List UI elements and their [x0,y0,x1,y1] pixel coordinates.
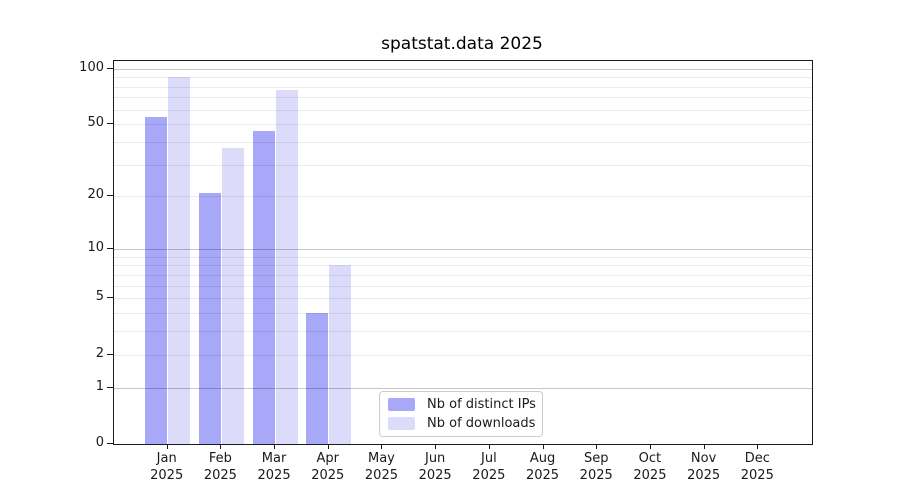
x-tick-label-jan: Jan 2025 [137,450,197,484]
y-tick-mark-2 [107,353,113,355]
x-tick-mark-nov [703,444,705,449]
x-tick-label-nov: Nov 2025 [674,450,734,484]
bar-nb-of-distinct-ips-jan [145,116,168,444]
y-tick-mark-10 [107,248,113,250]
x-tick-label-jun: Jun 2025 [405,450,465,484]
x-tick-label-aug: Aug 2025 [513,450,573,484]
x-tick-label-jul: Jul 2025 [459,450,519,484]
gridline-minor-3 [114,331,812,333]
legend-swatch-downloads-icon [388,417,415,430]
y-tick-label-5: 5 [95,289,104,305]
y-tick-mark-20 [107,195,113,197]
bar-nb-of-distinct-ips-apr [306,313,329,444]
legend-item-distinct-ips: Nb of distinct IPs [388,397,536,412]
bar-nb-of-downloads-mar [275,89,298,444]
gridline-minor-5 [114,298,812,300]
y-tick-label-20: 20 [87,187,104,203]
x-tick-label-apr: Apr 2025 [298,450,358,484]
bar-nb-of-downloads-jan [168,77,191,444]
x-tick-year-apr: 2025 [311,468,345,483]
x-tick-mark-aug [542,444,544,449]
gridline-minor-80 [114,86,812,88]
gridline-minor-4 [114,313,812,315]
legend-label-distinct-ips: Nb of distinct IPs [427,397,536,412]
gridline-minor-2 [114,354,812,356]
x-tick-label-mar: Mar 2025 [244,450,304,484]
gridline-major-1 [114,387,812,389]
x-tick-mark-may [381,444,383,449]
chart-title: spatstat.data 2025 [381,34,543,54]
plot-area [113,60,813,445]
gridline-minor-6 [114,285,812,287]
gridline-minor-20 [114,196,812,198]
bar-nb-of-downloads-feb [221,148,244,444]
y-tick-mark-0 [107,443,113,444]
x-tick-mark-jun [435,444,437,449]
gridline-major-10 [114,249,812,251]
x-tick-year-jun: 2025 [418,468,452,483]
legend-item-downloads: Nb of downloads [388,416,536,431]
x-tick-year-sep: 2025 [579,468,613,483]
x-tick-year-mar: 2025 [257,468,291,483]
gridline-minor-8 [114,265,812,267]
gridline-minor-9 [114,256,812,258]
x-tick-year-feb: 2025 [203,468,237,483]
y-tick-mark-1 [107,386,113,388]
x-tick-mark-apr [327,444,329,449]
legend-swatch-distinct-ips-icon [388,398,415,411]
bar-nb-of-downloads-apr [329,265,352,444]
x-tick-label-oct: Oct 2025 [620,450,680,484]
y-tick-label-1: 1 [95,378,104,394]
x-tick-mark-feb [220,444,222,449]
x-tick-mark-jul [488,444,490,449]
x-tick-mark-jan [166,444,168,449]
gridline-minor-90 [114,77,812,79]
x-tick-label-feb: Feb 2025 [190,450,250,484]
x-tick-mark-dec [757,444,759,449]
y-tick-mark-50 [107,123,113,125]
gridline-minor-40 [114,142,812,144]
gridline-minor-30 [114,164,812,166]
legend: Nb of distinct IPs Nb of downloads [379,391,543,437]
x-tick-year-nov: 2025 [687,468,721,483]
gridline-minor-70 [114,97,812,99]
y-tick-label-10: 10 [87,240,104,256]
x-tick-year-may: 2025 [364,468,398,483]
y-tick-label-0: 0 [95,435,104,450]
x-tick-year-oct: 2025 [633,468,667,483]
x-tick-label-may: May 2025 [351,450,411,484]
x-tick-year-dec: 2025 [740,468,774,483]
bar-nb-of-distinct-ips-mar [252,130,275,444]
legend-label-downloads: Nb of downloads [427,416,536,431]
x-tick-year-jul: 2025 [472,468,506,483]
y-tick-mark-100 [107,67,113,69]
gridline-minor-50 [114,124,812,126]
x-tick-mark-oct [649,444,651,449]
x-tick-label-dec: Dec 2025 [727,450,787,484]
y-tick-label-100: 100 [79,59,104,75]
x-tick-label-sep: Sep 2025 [566,450,626,484]
y-tick-label-2: 2 [95,345,104,361]
gridline-major-100 [114,68,812,70]
x-tick-year-jan: 2025 [150,468,184,483]
x-tick-year-aug: 2025 [525,468,560,483]
x-tick-mark-mar [274,444,276,449]
gridline-minor-60 [114,109,812,111]
gridline-minor-7 [114,274,812,276]
y-tick-mark-5 [107,297,113,299]
x-tick-mark-sep [596,444,598,449]
bar-nb-of-distinct-ips-feb [198,192,221,444]
y-tick-label-50: 50 [87,115,104,131]
